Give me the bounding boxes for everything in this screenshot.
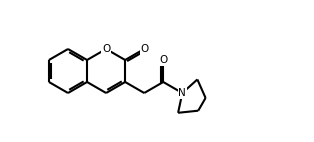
- Text: N: N: [178, 88, 186, 98]
- Text: O: O: [141, 44, 149, 54]
- Text: O: O: [102, 43, 110, 54]
- Text: O: O: [160, 55, 168, 65]
